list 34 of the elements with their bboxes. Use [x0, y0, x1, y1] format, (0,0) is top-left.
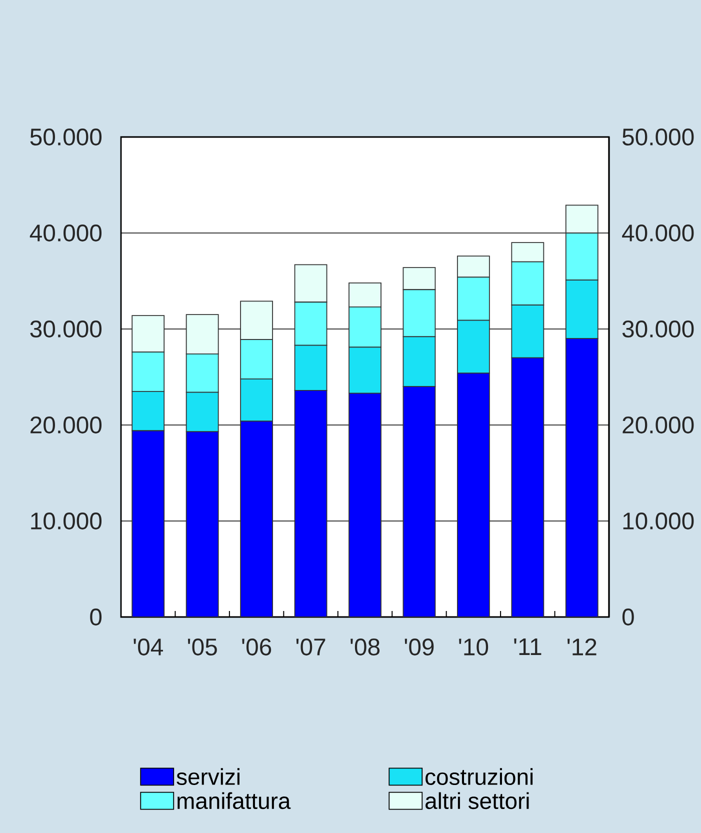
legend-label: costruzioni: [426, 768, 533, 785]
bar: [294, 390, 327, 617]
y-tick-label: 40.000: [30, 224, 102, 242]
y2-tick-label: 50.000: [622, 128, 694, 146]
y2-tick-label: 20.000: [622, 416, 694, 434]
x-tick-label: '08: [350, 638, 380, 656]
x-tick-label: '10: [459, 638, 488, 656]
x-tick-label: '05: [188, 638, 217, 656]
bar: [240, 421, 273, 617]
legend-label: altri settori: [426, 792, 529, 810]
y2-tick-label: 10.000: [623, 512, 694, 530]
bar: [186, 432, 218, 617]
bar: [457, 373, 490, 617]
x-tick-label: '09: [404, 638, 434, 656]
bar: [512, 358, 544, 617]
bar: [348, 393, 381, 617]
y-tick-label: 0: [90, 608, 102, 626]
x-tick-label: '06: [242, 638, 272, 656]
y2-tick-label: 30.000: [622, 320, 694, 338]
bar: [565, 338, 598, 617]
y-tick-label: 30.000: [30, 320, 102, 338]
y2-tick-label: 0: [622, 608, 634, 626]
y2-tick-label: 40.000: [622, 224, 694, 242]
y-tick-label: 50.000: [30, 128, 102, 146]
x-tick-label: '12: [568, 638, 596, 656]
x-tick-label: '11: [514, 638, 542, 655]
bar: [403, 386, 436, 617]
bar: [132, 430, 164, 617]
legend-label: manifattura: [178, 792, 291, 810]
y-tick-label: 10.000: [31, 512, 102, 530]
legend-label: servizi: [176, 768, 240, 785]
y-tick-label: 20.000: [30, 416, 102, 434]
x-tick-label: '07: [296, 638, 326, 656]
x-tick-label: '04: [134, 638, 163, 656]
